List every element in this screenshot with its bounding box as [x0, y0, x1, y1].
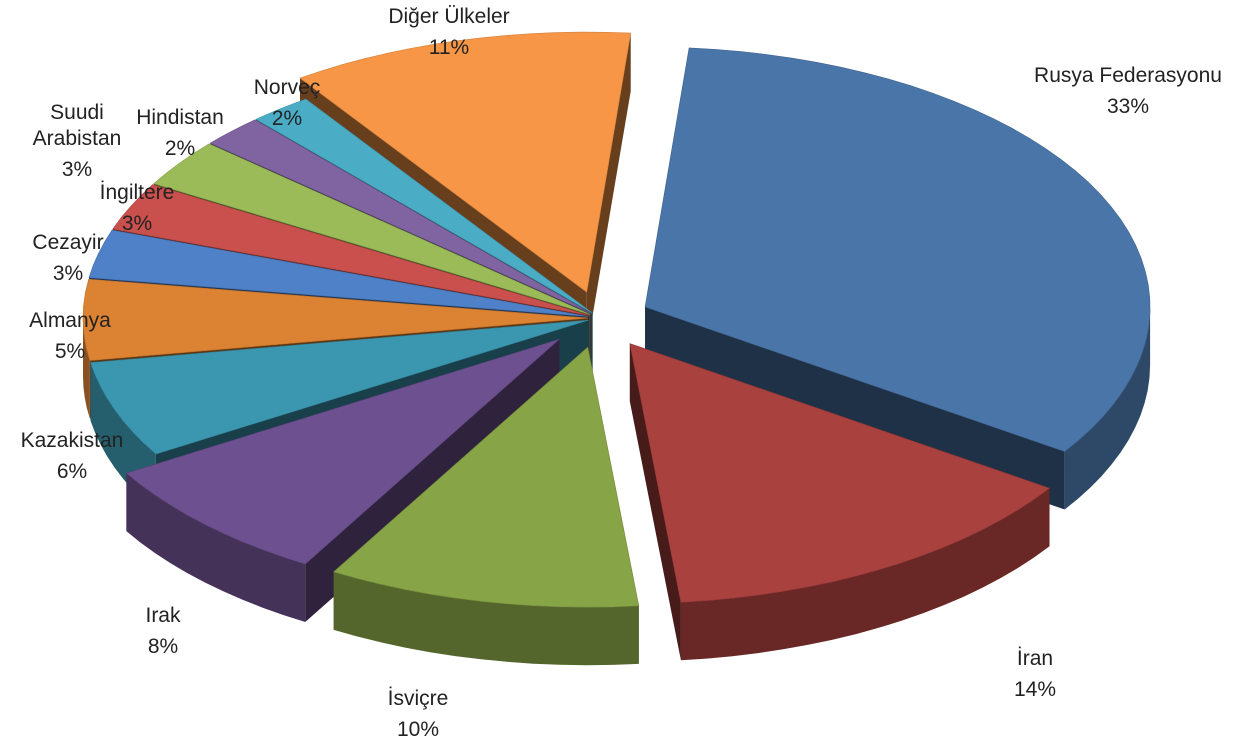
- slice-label-name: Diğer Ülkeler: [388, 5, 509, 28]
- slice-label: Kazakistan 6%: [21, 429, 124, 483]
- pie-slice-wall: [126, 473, 306, 622]
- pie-slice-top: [209, 119, 592, 314]
- pie-slice-wall: [83, 318, 90, 419]
- slice-label: Cezayir 3%: [32, 231, 103, 285]
- pie-slice-wall: [333, 571, 639, 666]
- slice-label: İsviçre 10%: [388, 687, 449, 741]
- slice-label-name: Arabistan: [33, 127, 122, 150]
- slice-label-name: Irak: [145, 604, 181, 627]
- pie-slice-top: [88, 229, 589, 317]
- pie-slice-top: [112, 184, 590, 316]
- slice-label: Diğer Ülkeler 11%: [388, 5, 509, 59]
- slice-label-name: Cezayir: [32, 231, 103, 254]
- pie-slice-top: [125, 338, 560, 565]
- pie-slice-top: [644, 47, 1151, 452]
- slice-label-name: Rusya Federasyonu: [1034, 64, 1222, 87]
- pie-slice-wall: [1064, 306, 1151, 510]
- slice-label: İngiltere 3%: [100, 181, 175, 235]
- pie-slice-wall: [680, 488, 1050, 661]
- slice-label: Hindistan 2%: [136, 106, 224, 160]
- slice-label-name: Hindistan: [136, 106, 224, 129]
- slice-label-name: İsviçre: [388, 687, 449, 710]
- slice-label-value: 5%: [55, 340, 85, 363]
- slice-label-value: 8%: [148, 635, 178, 658]
- slice-label-name: Suudi: [50, 101, 104, 124]
- pie-slice: [629, 343, 1051, 661]
- slice-label-value: 14%: [1014, 678, 1056, 701]
- slice-label: Norveç 2%: [254, 76, 321, 130]
- slice-label: İran 14%: [1014, 647, 1056, 701]
- slice-label-name: Kazakistan: [21, 429, 124, 452]
- slice-label-value: 3%: [122, 212, 152, 235]
- slice-label-value: 3%: [53, 262, 83, 285]
- slice-label-value: 2%: [272, 107, 302, 130]
- slice-label-value: 11%: [429, 36, 469, 59]
- slice-label-value: 33%: [1107, 95, 1149, 118]
- pie-slice-side: [586, 33, 631, 351]
- slice-label-value: 3%: [62, 158, 92, 181]
- pie-slice: [333, 346, 640, 666]
- pie-slice-top: [153, 143, 591, 315]
- slice-label-value: 10%: [397, 718, 439, 741]
- pie-slice-top: [299, 31, 632, 293]
- slice-label-name: Almanya: [29, 309, 111, 332]
- pie-slice-side: [629, 343, 681, 661]
- pie-slice-top: [82, 278, 589, 361]
- pie-slice-top: [333, 346, 640, 608]
- slice-label-name: Norveç: [254, 76, 321, 99]
- pie-slice-top: [255, 98, 593, 314]
- slice-label: Almanya 5%: [29, 309, 111, 363]
- slice-label-value: 2%: [165, 137, 195, 160]
- slice-label-value: 6%: [57, 460, 87, 483]
- slice-label: Irak 8%: [145, 604, 181, 658]
- slice-label: Suudi Arabistan 3%: [33, 101, 122, 181]
- slice-labels: Rusya Federasyonu 33% İran 14% İsviçre 10% Ira…: [21, 5, 1222, 741]
- pie-slice-top: [629, 343, 1051, 603]
- slice-label-name: İngiltere: [100, 181, 175, 204]
- pie-slice-top: [90, 319, 589, 455]
- slice-label: Rusya Federasyonu 33%: [1034, 64, 1222, 118]
- slice-label-name: İran: [1017, 647, 1053, 670]
